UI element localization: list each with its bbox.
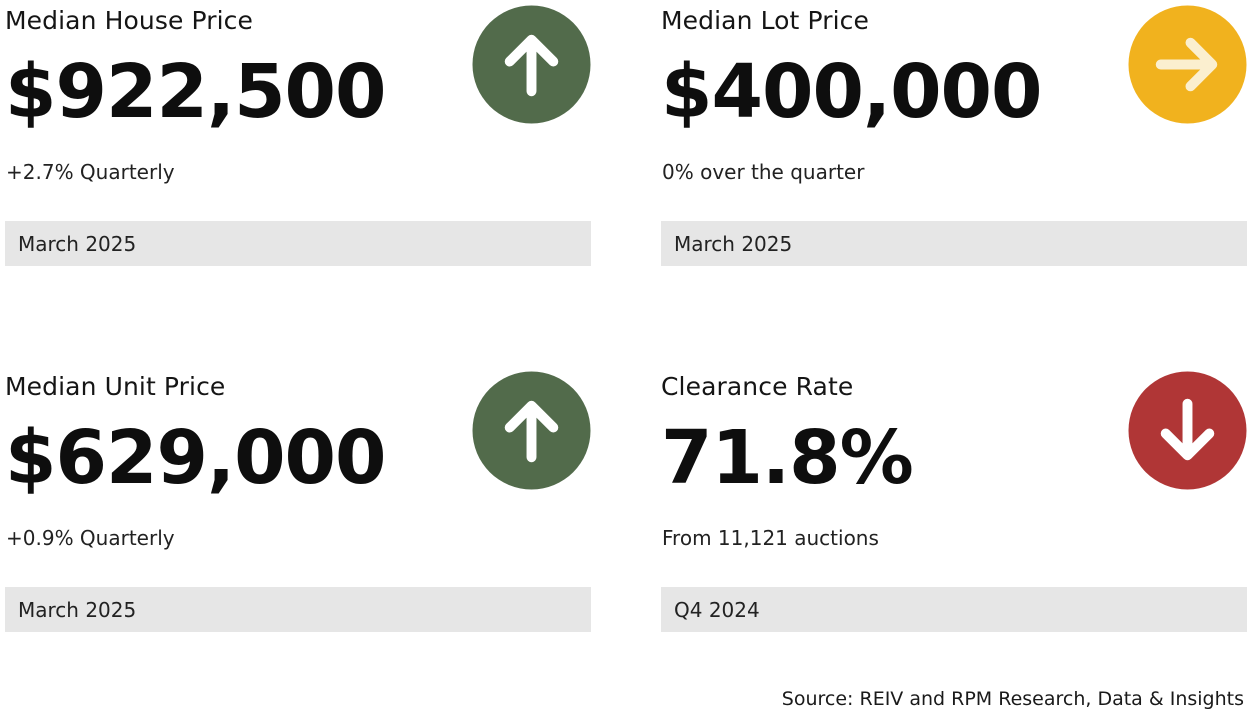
period-label: Q4 2024 (674, 598, 760, 622)
card-change: +2.7% Quarterly (6, 160, 175, 184)
period-bar: March 2025 (5, 587, 591, 632)
period-bar: March 2025 (661, 221, 1247, 266)
card-value: $922,500 (5, 49, 387, 135)
card-label: Median Unit Price (5, 372, 226, 401)
arrow-up-icon (472, 371, 591, 490)
card-value: $400,000 (661, 49, 1043, 135)
card-label: Median House Price (5, 6, 253, 35)
period-label: March 2025 (674, 232, 793, 256)
arrow-down-icon (1128, 371, 1247, 490)
arrow-up-icon (472, 5, 591, 124)
period-label: March 2025 (18, 598, 137, 622)
unit-price-card: Median Unit Price $629,000 +0.9% Quarter… (5, 366, 591, 632)
period-bar: March 2025 (5, 221, 591, 266)
source-note: Source: REIV and RPM Research, Data & In… (781, 688, 1244, 710)
lot-price-card: Median Lot Price $400,000 0% over the qu… (661, 0, 1247, 266)
card-label: Median Lot Price (661, 6, 869, 35)
clearance-rate-card: Clearance Rate 71.8% From 11,121 auction… (661, 366, 1247, 632)
card-change: From 11,121 auctions (662, 526, 879, 550)
card-change: +0.9% Quarterly (6, 526, 175, 550)
period-label: March 2025 (18, 232, 137, 256)
house-price-card: Median House Price $922,500 +2.7% Quarte… (5, 0, 591, 266)
arrow-right-icon (1128, 5, 1247, 124)
period-bar: Q4 2024 (661, 587, 1247, 632)
card-value: 71.8% (661, 415, 914, 501)
card-value: $629,000 (5, 415, 387, 501)
card-change: 0% over the quarter (662, 160, 865, 184)
card-label: Clearance Rate (661, 372, 854, 401)
